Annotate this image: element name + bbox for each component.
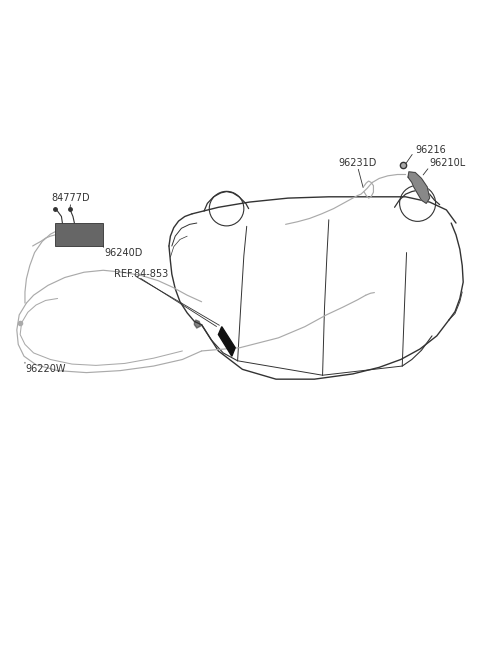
Text: 96220W: 96220W	[25, 363, 65, 374]
Text: 96231D: 96231D	[338, 157, 377, 168]
Polygon shape	[218, 327, 235, 356]
Text: REF.84-853: REF.84-853	[114, 269, 168, 279]
Text: 96240D: 96240D	[105, 247, 143, 258]
Polygon shape	[408, 172, 430, 203]
FancyBboxPatch shape	[55, 223, 103, 246]
Text: 96216: 96216	[415, 144, 446, 155]
Polygon shape	[194, 320, 201, 328]
Text: 96210L: 96210L	[430, 157, 466, 168]
Text: 84777D: 84777D	[52, 193, 90, 203]
